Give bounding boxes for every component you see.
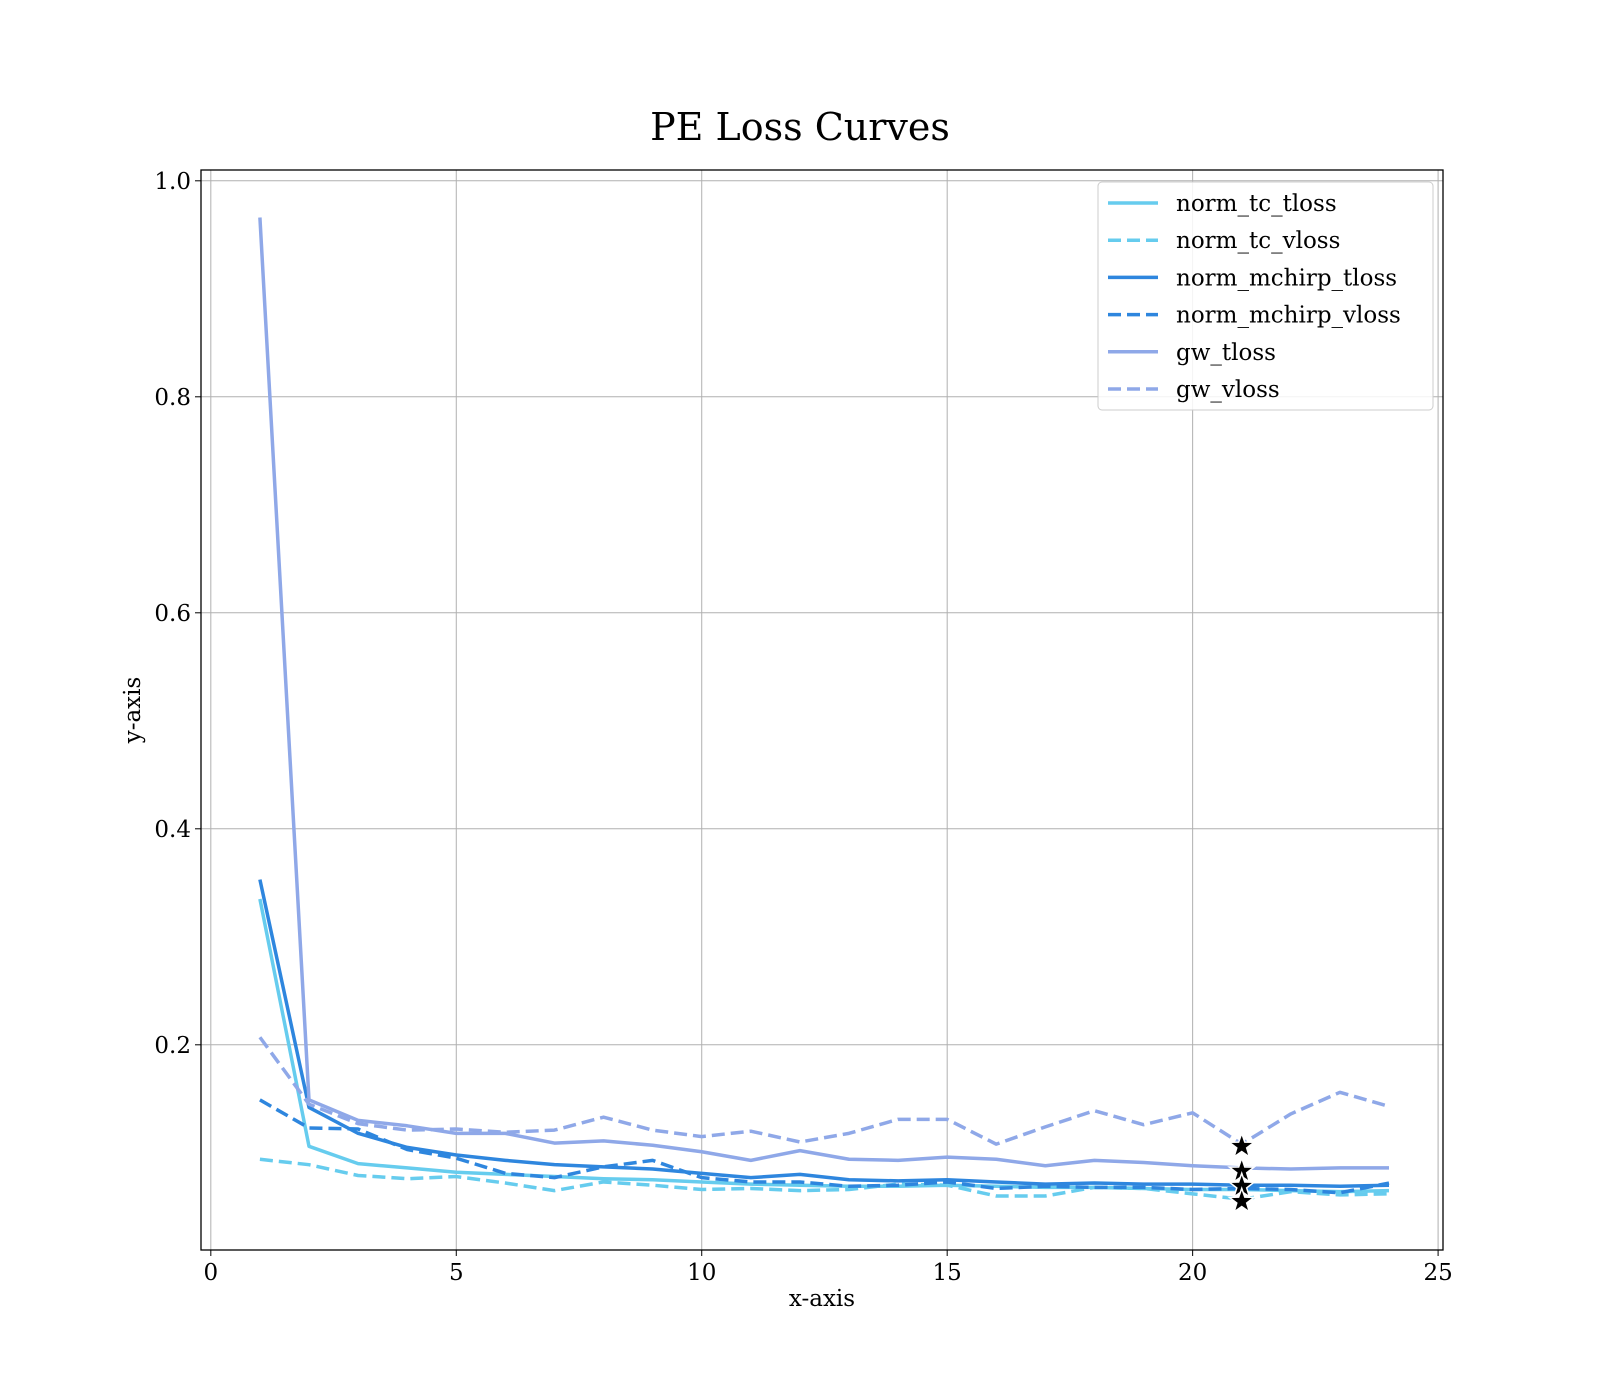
legend-label-norm-tc-vloss: norm_tc_vloss <box>1176 228 1340 254</box>
axis-ticks: 0 5 10 15 20 25 0.2 0.4 0.6 0.8 1.0 <box>154 169 1452 1286</box>
series-line-gw-tloss <box>258 217 1389 1171</box>
y-tick-label: 0.6 <box>154 601 191 627</box>
y-tick-label: 1.0 <box>154 169 191 195</box>
y-tick-label: 0.2 <box>154 1033 191 1059</box>
y-axis-label: y-axis <box>120 677 146 745</box>
series-line-norm-mchirp-tloss <box>258 879 1390 1189</box>
x-tick-label: 5 <box>449 1260 464 1286</box>
x-tick-label: 20 <box>1178 1260 1207 1286</box>
legend-label-norm-mchirp-vloss: norm_mchirp_vloss <box>1176 303 1401 329</box>
series-line-gw-vloss <box>258 1036 1390 1146</box>
plot-area <box>258 217 1390 1201</box>
x-tick-label: 15 <box>933 1260 962 1286</box>
legend-label-gw-vloss: gw_vloss <box>1176 377 1280 403</box>
legend-label-norm-tc-tloss: norm_tc_tloss <box>1176 191 1337 217</box>
marker-layer <box>1227 1131 1257 1214</box>
x-axis-label: x-axis <box>789 1286 855 1312</box>
x-tick-label: 25 <box>1423 1260 1452 1286</box>
legend-entries: norm_tc_tloss norm_tc_vloss norm_mchirp_tl… <box>1108 191 1401 403</box>
best-epoch-star-marker <box>1227 1186 1257 1214</box>
axes-frame <box>200 169 1444 1251</box>
legend-label-gw-tloss: gw_tloss <box>1176 340 1276 366</box>
series-line-norm-mchirp-vloss <box>259 1098 1390 1195</box>
chart-title: PE Loss Curves <box>650 105 950 149</box>
x-tick-label: 10 <box>687 1260 716 1286</box>
legend-box <box>1097 181 1434 411</box>
x-tick-label: 0 <box>203 1260 218 1286</box>
legend: norm_tc_tloss norm_tc_vloss norm_mchirp_tl… <box>1097 181 1434 411</box>
y-tick-label: 0.8 <box>154 385 191 411</box>
y-tick-label: 0.4 <box>154 817 191 843</box>
legend-label-norm-mchirp-tloss: norm_mchirp_tloss <box>1176 265 1397 291</box>
best-epoch-star-marker <box>1227 1131 1257 1159</box>
